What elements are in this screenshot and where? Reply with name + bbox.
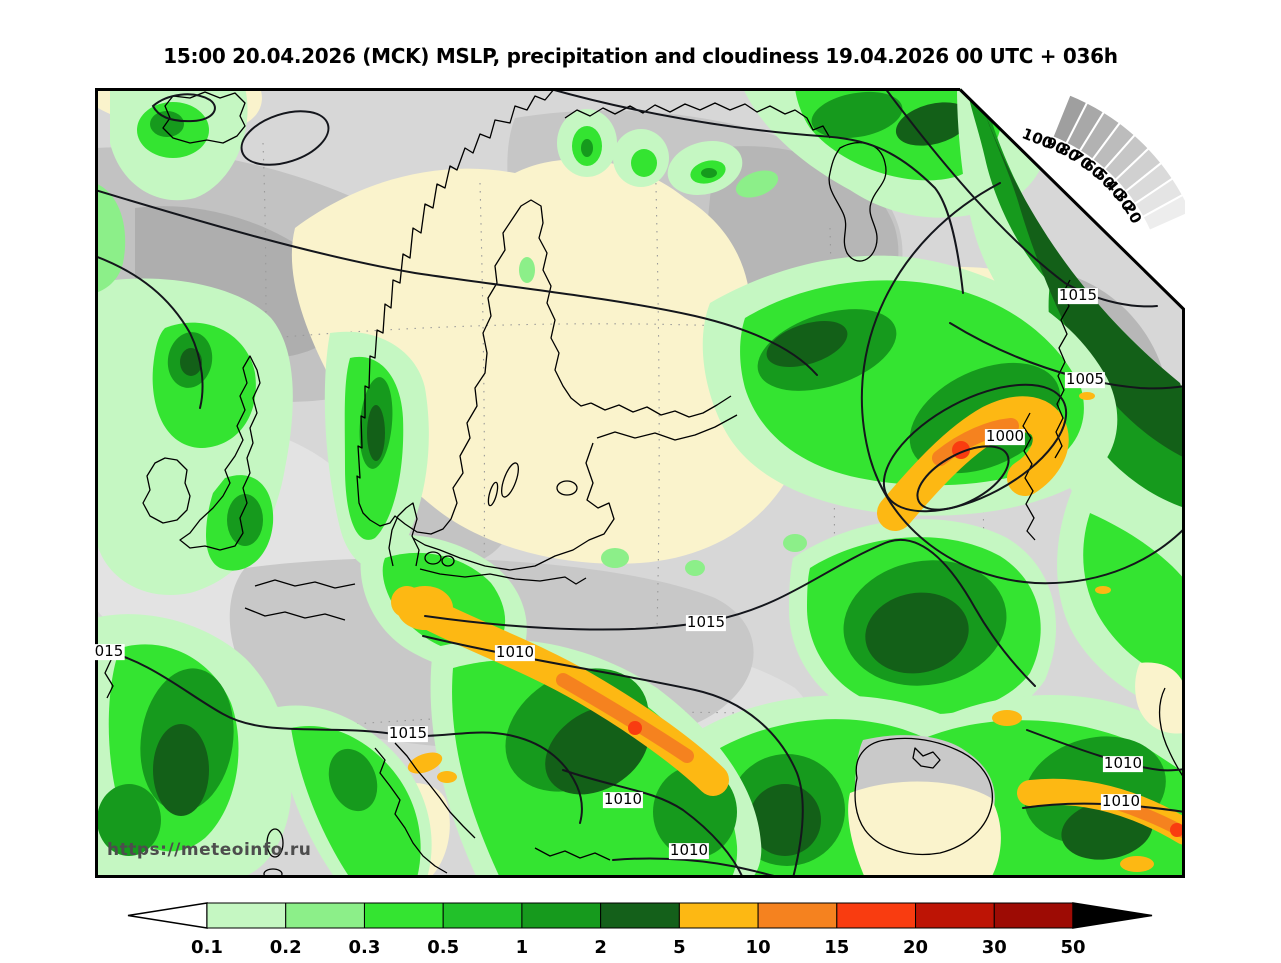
- colorbar-segment: [993, 902, 1074, 929]
- colorbar-tick-label: 0.5: [427, 937, 459, 957]
- watermark: https://meteoinfo.ru: [107, 840, 312, 860]
- colorbar-tick-label: 50: [1060, 937, 1085, 957]
- colorbar-tick-label: 5: [673, 937, 686, 957]
- forecast-map: 100 90 80 70 60 50 40 30 20 1015 1005 1000 1015 1010…: [93, 88, 1185, 878]
- colorbar-segment: [678, 902, 759, 929]
- colorbar-segment: [757, 902, 838, 929]
- colorbar-segment: [600, 902, 680, 929]
- colorbar-segment: [206, 902, 287, 929]
- map-art: [95, 88, 1185, 878]
- colorbar-tick-label: 2: [594, 937, 607, 957]
- colorbar-tick-label: 0.2: [270, 937, 302, 957]
- map-frame: [95, 88, 1185, 878]
- colorbar-left-arrow: [127, 902, 208, 929]
- colorbar-tick-label: 1: [516, 937, 529, 957]
- cloudiness-fan-segment: [1141, 193, 1185, 233]
- colorbar-segment: [285, 902, 365, 929]
- colorbar-tick-label: 30: [982, 937, 1007, 957]
- colorbar-tick-label: 15: [824, 937, 849, 957]
- colorbar-segment: [521, 902, 602, 929]
- precipitation-colorbar: 0.1 0.2 0.3 0.5 1 2 5 10 15 20 30 50: [127, 902, 1153, 957]
- colorbar-right-arrow: [1072, 902, 1153, 929]
- map-title: 15:00 20.04.2026 (MCK) MSLP, precipitati…: [163, 44, 1118, 68]
- colorbar-tick-label: 0.1: [191, 937, 223, 957]
- colorbar-segment: [915, 902, 995, 929]
- colorbar-segment: [442, 902, 523, 929]
- colorbar-segment: [836, 902, 917, 929]
- colorbar-tick-label: 10: [746, 937, 771, 957]
- colorbar-tick-label: 20: [903, 937, 928, 957]
- colorbar-tick-label: 0.3: [349, 937, 381, 957]
- colorbar-segment: [363, 902, 444, 929]
